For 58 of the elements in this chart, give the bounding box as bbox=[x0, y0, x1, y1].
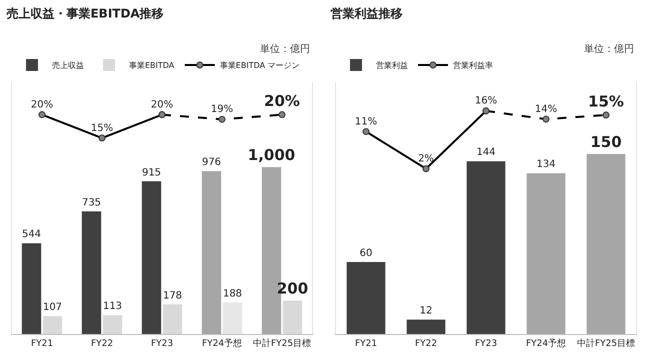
data-label: 915 bbox=[142, 167, 162, 178]
data-label: 178 bbox=[162, 290, 182, 302]
bar bbox=[466, 161, 506, 334]
legend-label: 事業EBITDA マージン bbox=[220, 61, 300, 70]
bar bbox=[526, 173, 566, 334]
bar bbox=[406, 320, 446, 334]
data-label: 150 bbox=[590, 133, 622, 151]
x-tick-label: 中計FY25目標 bbox=[252, 338, 312, 349]
legend-label: 営業利益 bbox=[376, 61, 408, 70]
data-label: 144 bbox=[476, 147, 496, 158]
x-tick-label: FY22 bbox=[414, 338, 438, 349]
data-label: 20% bbox=[30, 99, 54, 110]
legend-label: 売上収益 bbox=[52, 61, 84, 70]
data-label: 200 bbox=[276, 280, 308, 298]
text: 単位：億円 bbox=[260, 43, 310, 55]
data-label: 134 bbox=[536, 159, 556, 170]
data-label: 113 bbox=[102, 301, 122, 312]
bar bbox=[346, 262, 386, 334]
legend-label: 事業EBITDA bbox=[129, 61, 175, 70]
data-label: 188 bbox=[222, 288, 242, 300]
x-tick-label: FY23 bbox=[150, 338, 174, 349]
bar bbox=[282, 300, 302, 334]
data-label: 15% bbox=[588, 92, 624, 111]
x-tick-label: FY22 bbox=[90, 338, 114, 349]
x-tick-label: FY24予想 bbox=[202, 338, 242, 349]
data-label: 544 bbox=[22, 229, 42, 240]
x-tick-label: FY21 bbox=[30, 338, 54, 349]
x-tick-label: FY24予想 bbox=[526, 338, 566, 349]
x-tick-label: 中計FY25目標 bbox=[576, 338, 636, 349]
x-tick-label: FY21 bbox=[354, 338, 378, 349]
data-label: 20% bbox=[150, 99, 174, 110]
data-label: 12 bbox=[420, 306, 432, 317]
text: 単位：億円 bbox=[584, 43, 634, 55]
chart-title: 営業利益推移 bbox=[330, 6, 402, 20]
bar bbox=[102, 315, 122, 334]
data-label: 16% bbox=[474, 96, 498, 107]
bar bbox=[22, 243, 42, 334]
data-label: 107 bbox=[42, 302, 62, 314]
bar bbox=[586, 154, 626, 334]
legend-label: 営業利益率 bbox=[453, 61, 493, 70]
data-label: 19% bbox=[210, 104, 234, 116]
data-label: 2% bbox=[418, 154, 434, 164]
data-label: 60 bbox=[360, 248, 372, 259]
data-label: 735 bbox=[82, 197, 102, 208]
chart-title: 売上収益・事業EBITDA推移 bbox=[6, 6, 164, 20]
data-label: 1,000 bbox=[248, 146, 296, 164]
x-tick-label: FY23 bbox=[474, 338, 498, 349]
bar bbox=[142, 181, 162, 334]
bar bbox=[162, 304, 182, 334]
bar bbox=[222, 302, 242, 334]
data-label: 14% bbox=[534, 104, 558, 115]
bar bbox=[42, 316, 62, 334]
data-label: 15% bbox=[90, 122, 114, 134]
bar bbox=[82, 211, 102, 334]
data-label: 11% bbox=[354, 116, 378, 128]
data-label: 20% bbox=[264, 92, 300, 110]
bar bbox=[202, 171, 222, 334]
data-label: 976 bbox=[202, 157, 222, 168]
